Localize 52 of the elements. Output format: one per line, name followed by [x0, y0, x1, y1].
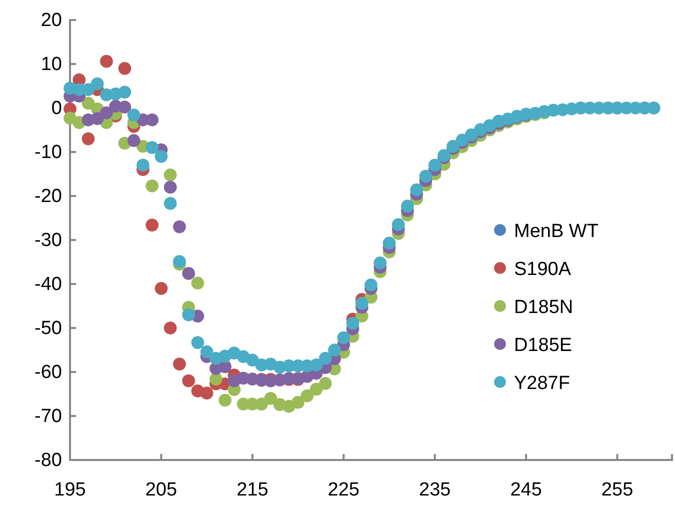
- y-tick-label: 10: [40, 54, 62, 76]
- point: [191, 276, 204, 290]
- point: [164, 180, 177, 194]
- point: [173, 220, 186, 234]
- y-tick-label: -70: [34, 406, 62, 428]
- x-tick-label: 215: [236, 479, 268, 500]
- y-tick-label: -20: [34, 186, 62, 208]
- point: [292, 396, 304, 409]
- point: [210, 372, 222, 386]
- point: [90, 112, 104, 125]
- point: [118, 100, 132, 114]
- x-tick-label: 205: [145, 479, 178, 500]
- x-tick-label: 195: [54, 479, 86, 500]
- point: [146, 113, 159, 126]
- legend-label: S190A: [514, 259, 572, 280]
- legend-label: Y287F: [514, 373, 570, 394]
- x-tick-label: 255: [601, 479, 634, 500]
- point: [100, 106, 113, 120]
- point: [255, 398, 268, 411]
- y-tick-label: -50: [34, 318, 62, 340]
- point: [154, 282, 168, 295]
- point: [182, 374, 196, 388]
- y-tick-label: 20: [40, 10, 62, 32]
- point: [318, 377, 332, 390]
- y-tick-label: 0: [51, 98, 62, 120]
- y-tick-label: -60: [34, 362, 62, 384]
- legend-label: D185E: [514, 335, 572, 356]
- point: [200, 386, 214, 400]
- point: [82, 132, 95, 146]
- point: [218, 394, 232, 407]
- legend-label: MenB WT: [514, 221, 599, 242]
- point: [182, 267, 196, 280]
- x-tick-label: 225: [328, 479, 360, 500]
- point: [310, 382, 323, 396]
- point: [264, 392, 278, 405]
- y-tick-label: -80: [34, 450, 62, 472]
- x-tick-label: 235: [418, 479, 451, 500]
- y-tick-label: -40: [34, 274, 62, 296]
- point: [118, 62, 132, 75]
- legend-label: D185N: [514, 297, 574, 318]
- point: [100, 54, 113, 68]
- y-tick-label: -10: [34, 142, 62, 164]
- point: [146, 179, 159, 192]
- point: [164, 322, 177, 334]
- point: [164, 168, 177, 182]
- point: [300, 389, 314, 402]
- point: [127, 134, 140, 147]
- x-tick-label: 245: [510, 479, 542, 500]
- point: [146, 218, 159, 232]
- point: [173, 358, 186, 370]
- point: [218, 360, 232, 374]
- y-tick-label: -30: [34, 230, 62, 252]
